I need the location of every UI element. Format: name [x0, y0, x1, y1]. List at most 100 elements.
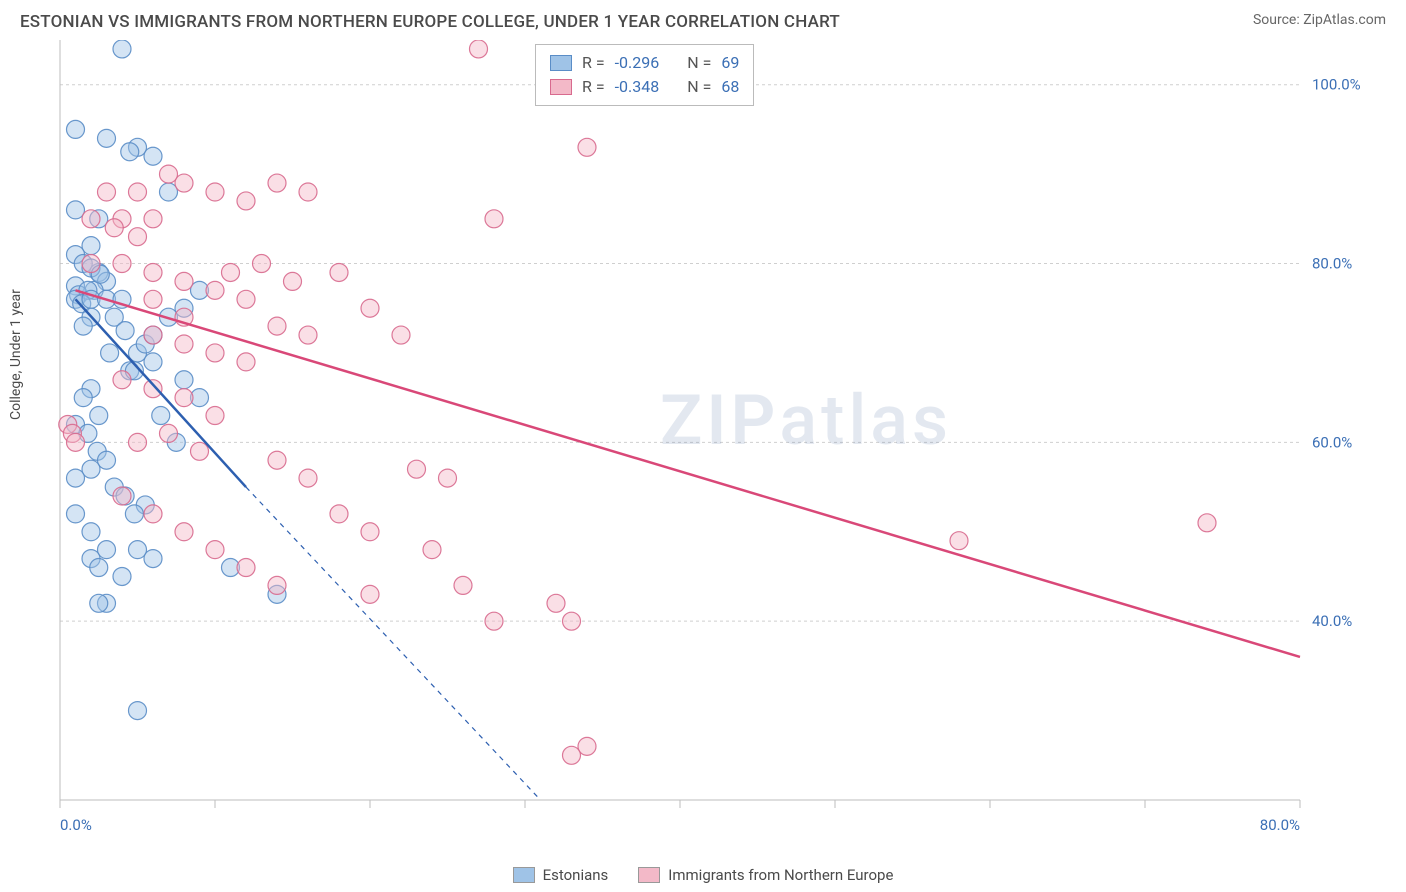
- data-point: [74, 317, 92, 335]
- source-label: Source: ZipAtlas.com: [1253, 12, 1386, 28]
- data-point: [299, 469, 317, 487]
- data-point: [361, 523, 379, 541]
- data-point: [152, 407, 170, 425]
- data-point: [113, 40, 131, 58]
- data-point: [299, 183, 317, 201]
- data-point: [90, 594, 108, 612]
- data-point: [116, 322, 134, 340]
- stat-r-label: R =: [582, 51, 605, 75]
- legend-swatch: [550, 79, 572, 95]
- correlation-stats-box: R = -0.296 N = 69 R = -0.348 N = 68: [535, 44, 754, 106]
- stat-r-value: -0.296: [615, 51, 660, 75]
- y-tick-label: 40.0%: [1312, 612, 1352, 630]
- data-point: [485, 210, 503, 228]
- stat-n-label: N =: [687, 51, 711, 75]
- data-point: [113, 255, 131, 273]
- data-point: [98, 129, 116, 147]
- data-point: [129, 702, 147, 720]
- stat-n-value: 69: [721, 51, 739, 75]
- data-point: [98, 183, 116, 201]
- data-point: [392, 326, 410, 344]
- data-point: [175, 272, 193, 290]
- data-point: [237, 192, 255, 210]
- data-point: [129, 433, 147, 451]
- data-point: [206, 407, 224, 425]
- data-point: [160, 424, 178, 442]
- data-point: [144, 147, 162, 165]
- data-point: [222, 263, 240, 281]
- stat-r-value: -0.348: [615, 75, 660, 99]
- data-point: [950, 532, 968, 550]
- data-point: [299, 326, 317, 344]
- data-point: [74, 389, 92, 407]
- data-point: [144, 505, 162, 523]
- data-point: [82, 255, 100, 273]
- data-point: [90, 407, 108, 425]
- data-point: [578, 138, 596, 156]
- data-point: [175, 371, 193, 389]
- data-point: [82, 210, 100, 228]
- y-tick-label: 80.0%: [1312, 255, 1352, 273]
- data-point: [253, 255, 271, 273]
- data-point: [105, 219, 123, 237]
- data-point: [206, 344, 224, 362]
- stat-r-label: R =: [582, 75, 605, 99]
- data-point: [67, 433, 85, 451]
- data-point: [144, 210, 162, 228]
- data-point: [1198, 514, 1216, 532]
- page-title: ESTONIAN VS IMMIGRANTS FROM NORTHERN EUR…: [20, 12, 840, 32]
- data-point: [191, 442, 209, 460]
- y-tick-label: 60.0%: [1312, 433, 1352, 451]
- data-point: [129, 183, 147, 201]
- data-point: [237, 559, 255, 577]
- data-point: [237, 290, 255, 308]
- data-point: [470, 40, 488, 58]
- data-point: [121, 143, 139, 161]
- data-point: [67, 120, 85, 138]
- x-tick-label: 0.0%: [60, 816, 92, 834]
- data-point: [129, 228, 147, 246]
- data-point: [330, 505, 348, 523]
- data-point: [547, 594, 565, 612]
- data-point: [125, 505, 143, 523]
- data-point: [408, 460, 426, 478]
- data-point: [144, 380, 162, 398]
- stat-n-label: N =: [687, 75, 711, 99]
- data-point: [485, 612, 503, 630]
- y-tick-label: 100.0%: [1312, 76, 1361, 94]
- data-point: [563, 746, 581, 764]
- stat-row: R = -0.348 N = 68: [550, 75, 739, 99]
- data-point: [67, 505, 85, 523]
- data-point: [454, 576, 472, 594]
- data-point: [90, 559, 108, 577]
- data-point: [206, 183, 224, 201]
- data-point: [206, 281, 224, 299]
- data-point: [423, 541, 441, 559]
- data-point: [175, 335, 193, 353]
- data-point: [113, 371, 131, 389]
- data-point: [439, 469, 457, 487]
- data-point: [175, 523, 193, 541]
- data-point: [113, 487, 131, 505]
- x-tick-label: 80.0%: [1260, 816, 1300, 834]
- data-point: [82, 523, 100, 541]
- data-point: [206, 541, 224, 559]
- data-point: [175, 174, 193, 192]
- data-point: [144, 263, 162, 281]
- data-point: [144, 290, 162, 308]
- data-point: [144, 326, 162, 344]
- data-point: [361, 299, 379, 317]
- data-point: [268, 317, 286, 335]
- data-point: [101, 344, 119, 362]
- data-point: [67, 469, 85, 487]
- data-point: [284, 272, 302, 290]
- legend-swatch: [550, 55, 572, 71]
- data-point: [268, 451, 286, 469]
- stat-n-value: 68: [721, 75, 739, 99]
- data-point: [144, 550, 162, 568]
- data-point: [144, 353, 162, 371]
- data-point: [330, 263, 348, 281]
- data-point: [361, 585, 379, 603]
- y-axis-label: College, Under 1 year: [8, 289, 24, 420]
- data-point: [268, 174, 286, 192]
